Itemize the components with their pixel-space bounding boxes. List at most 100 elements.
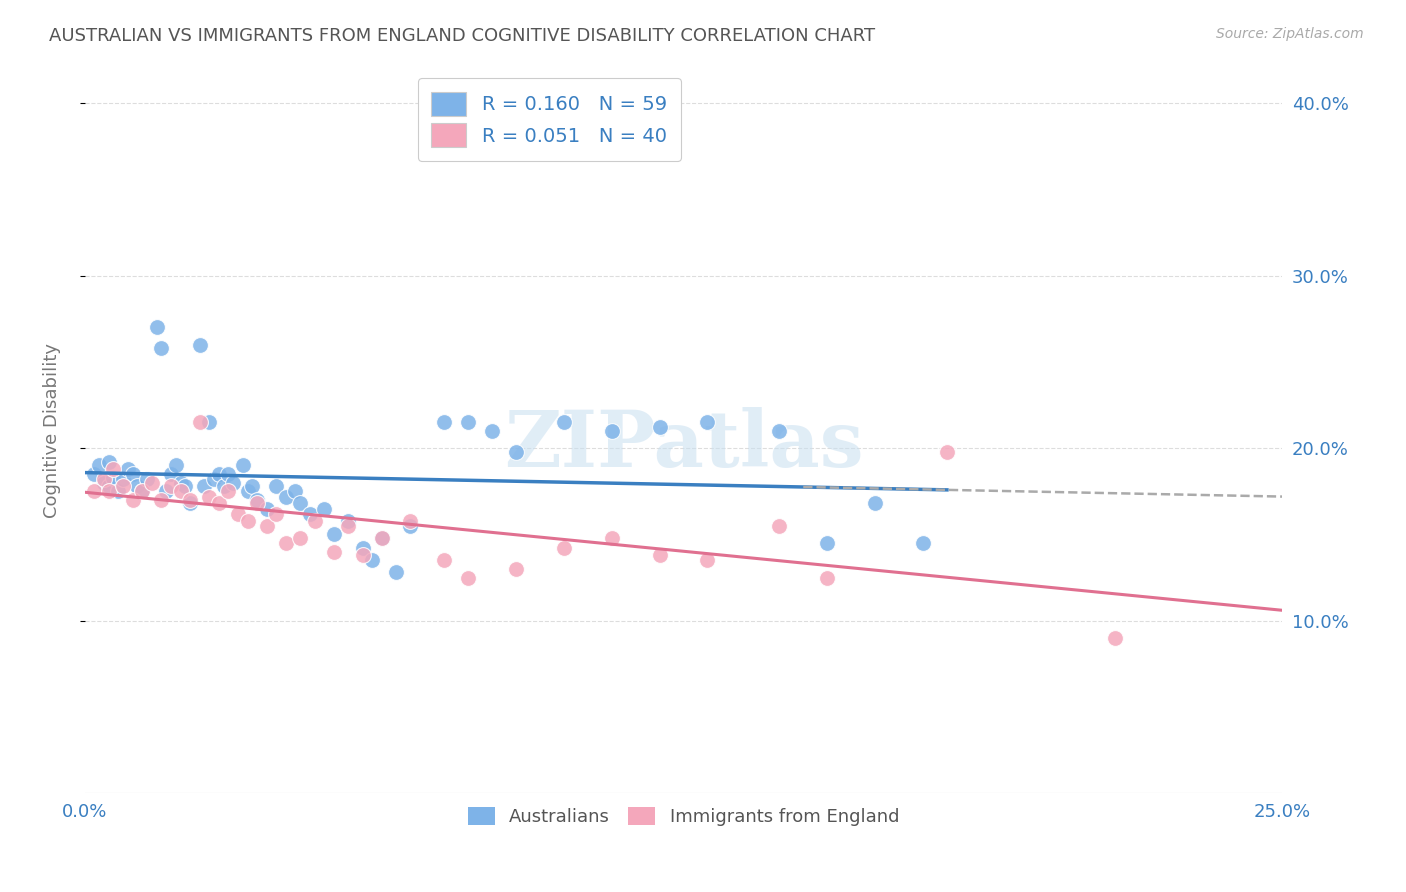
Point bbox=[127, 479, 149, 493]
Point bbox=[208, 496, 231, 510]
Point bbox=[83, 484, 105, 499]
Point bbox=[174, 479, 197, 493]
Point bbox=[505, 562, 527, 576]
Point bbox=[246, 496, 269, 510]
Point bbox=[83, 467, 105, 481]
Point bbox=[226, 507, 249, 521]
Point bbox=[150, 492, 173, 507]
Point bbox=[208, 467, 231, 481]
Point bbox=[290, 531, 312, 545]
Point bbox=[322, 527, 344, 541]
Point bbox=[103, 470, 125, 484]
Text: ZIPatlas: ZIPatlas bbox=[503, 408, 863, 483]
Point bbox=[112, 472, 135, 486]
Point bbox=[232, 458, 254, 473]
Point bbox=[256, 519, 278, 533]
Point bbox=[768, 424, 790, 438]
Point bbox=[97, 484, 120, 499]
Point bbox=[553, 415, 575, 429]
Point bbox=[1104, 631, 1126, 645]
Point bbox=[236, 484, 259, 499]
Point bbox=[145, 320, 167, 334]
Point bbox=[370, 531, 392, 545]
Point bbox=[600, 531, 623, 545]
Point bbox=[361, 553, 384, 567]
Point bbox=[117, 462, 139, 476]
Point bbox=[169, 484, 191, 499]
Point bbox=[399, 514, 422, 528]
Point bbox=[121, 467, 143, 481]
Point bbox=[160, 467, 183, 481]
Point bbox=[103, 462, 125, 476]
Point bbox=[217, 467, 239, 481]
Point bbox=[284, 484, 307, 499]
Point bbox=[399, 519, 422, 533]
Point bbox=[696, 553, 718, 567]
Point bbox=[222, 475, 245, 490]
Point bbox=[863, 496, 886, 510]
Text: Source: ZipAtlas.com: Source: ZipAtlas.com bbox=[1216, 27, 1364, 41]
Point bbox=[648, 548, 671, 562]
Point bbox=[352, 548, 374, 562]
Point bbox=[433, 553, 456, 567]
Point bbox=[433, 415, 456, 429]
Point bbox=[212, 479, 235, 493]
Point bbox=[314, 501, 336, 516]
Point bbox=[815, 571, 838, 585]
Point bbox=[274, 490, 297, 504]
Point bbox=[370, 531, 392, 545]
Point bbox=[179, 496, 201, 510]
Point bbox=[481, 424, 503, 438]
Point bbox=[97, 479, 120, 493]
Point bbox=[696, 415, 718, 429]
Point bbox=[266, 507, 288, 521]
Point bbox=[93, 475, 115, 490]
Point bbox=[87, 458, 110, 473]
Point bbox=[298, 507, 321, 521]
Point bbox=[131, 484, 153, 499]
Point bbox=[385, 566, 408, 580]
Point bbox=[337, 519, 360, 533]
Point bbox=[141, 475, 163, 490]
Point bbox=[155, 484, 177, 499]
Point bbox=[150, 341, 173, 355]
Point bbox=[274, 536, 297, 550]
Point bbox=[935, 444, 957, 458]
Point bbox=[457, 415, 479, 429]
Point bbox=[600, 424, 623, 438]
Point bbox=[93, 472, 115, 486]
Point bbox=[198, 490, 221, 504]
Point bbox=[768, 519, 790, 533]
Point bbox=[457, 571, 479, 585]
Point bbox=[179, 492, 201, 507]
Point bbox=[165, 458, 187, 473]
Point bbox=[121, 492, 143, 507]
Point bbox=[202, 472, 225, 486]
Point bbox=[246, 492, 269, 507]
Point bbox=[97, 455, 120, 469]
Point bbox=[217, 484, 239, 499]
Point bbox=[911, 536, 934, 550]
Point bbox=[188, 415, 211, 429]
Point bbox=[553, 541, 575, 556]
Legend: Australians, Immigrants from England: Australians, Immigrants from England bbox=[458, 797, 908, 835]
Point bbox=[648, 420, 671, 434]
Point bbox=[815, 536, 838, 550]
Point bbox=[131, 484, 153, 499]
Point bbox=[352, 541, 374, 556]
Point bbox=[266, 479, 288, 493]
Point bbox=[188, 337, 211, 351]
Point bbox=[198, 415, 221, 429]
Text: AUSTRALIAN VS IMMIGRANTS FROM ENGLAND COGNITIVE DISABILITY CORRELATION CHART: AUSTRALIAN VS IMMIGRANTS FROM ENGLAND CO… bbox=[49, 27, 876, 45]
Point bbox=[322, 545, 344, 559]
Point bbox=[107, 484, 129, 499]
Point bbox=[290, 496, 312, 510]
Point bbox=[505, 444, 527, 458]
Point bbox=[160, 479, 183, 493]
Point bbox=[304, 514, 326, 528]
Point bbox=[242, 479, 264, 493]
Point bbox=[256, 501, 278, 516]
Point bbox=[112, 479, 135, 493]
Point bbox=[193, 479, 215, 493]
Y-axis label: Cognitive Disability: Cognitive Disability bbox=[44, 343, 60, 518]
